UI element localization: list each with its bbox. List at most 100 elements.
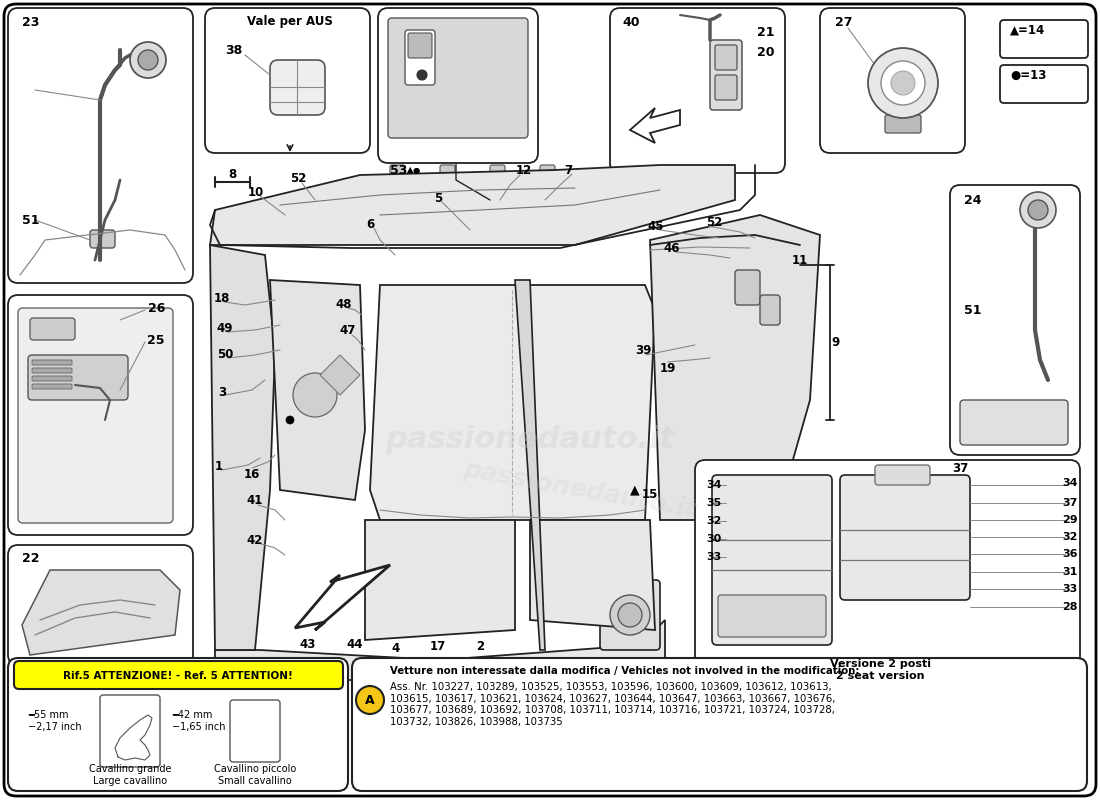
Text: Rif.5 ATTENZIONE! - Ref. 5 ATTENTION!: Rif.5 ATTENZIONE! - Ref. 5 ATTENTION! [63, 671, 293, 681]
Text: 33: 33 [706, 552, 722, 562]
FancyBboxPatch shape [14, 661, 343, 689]
FancyBboxPatch shape [735, 270, 760, 305]
Circle shape [1028, 200, 1048, 220]
Text: ━42 mm
−1,65 inch: ━42 mm −1,65 inch [172, 710, 225, 731]
FancyBboxPatch shape [32, 384, 72, 389]
Text: 33: 33 [1063, 584, 1078, 594]
Text: 23: 23 [22, 15, 40, 29]
FancyBboxPatch shape [760, 295, 780, 325]
Text: 25: 25 [147, 334, 165, 346]
Circle shape [868, 48, 938, 118]
Polygon shape [370, 285, 654, 520]
Text: 37: 37 [1063, 498, 1078, 508]
FancyBboxPatch shape [600, 580, 660, 650]
FancyBboxPatch shape [205, 8, 370, 153]
Text: 51: 51 [22, 214, 40, 226]
FancyBboxPatch shape [540, 165, 556, 180]
FancyBboxPatch shape [1000, 65, 1088, 103]
FancyBboxPatch shape [405, 30, 435, 85]
FancyBboxPatch shape [610, 8, 785, 173]
Circle shape [286, 416, 294, 424]
FancyBboxPatch shape [270, 60, 324, 115]
FancyBboxPatch shape [715, 75, 737, 100]
Text: 4: 4 [392, 642, 400, 654]
Text: 39: 39 [635, 345, 651, 358]
Text: 34: 34 [706, 480, 722, 490]
FancyBboxPatch shape [718, 595, 826, 637]
Text: 20: 20 [758, 46, 776, 58]
Text: 52: 52 [706, 215, 723, 229]
Text: 10: 10 [248, 186, 264, 198]
Text: 47: 47 [340, 325, 356, 338]
Text: 50: 50 [217, 347, 233, 361]
Text: ▲=14: ▲=14 [1010, 23, 1045, 37]
FancyBboxPatch shape [230, 700, 280, 762]
FancyBboxPatch shape [710, 40, 742, 110]
Text: 28: 28 [1063, 602, 1078, 612]
Polygon shape [515, 280, 544, 650]
Text: 21: 21 [758, 26, 776, 38]
FancyBboxPatch shape [695, 460, 1080, 688]
Text: 31: 31 [1063, 567, 1078, 577]
FancyBboxPatch shape [90, 230, 116, 248]
Text: Ass. Nr. 103227, 103289, 103525, 103553, 103596, 103600, 103609, 103612, 103613,: Ass. Nr. 103227, 103289, 103525, 103553,… [390, 682, 835, 726]
Polygon shape [22, 570, 180, 655]
Text: 5: 5 [433, 191, 442, 205]
FancyBboxPatch shape [28, 355, 128, 400]
FancyBboxPatch shape [18, 308, 173, 523]
Polygon shape [630, 108, 680, 143]
Text: 42: 42 [246, 534, 263, 546]
Text: 41: 41 [246, 494, 263, 507]
Text: 22: 22 [22, 551, 40, 565]
FancyBboxPatch shape [8, 545, 192, 665]
Text: 51: 51 [964, 303, 981, 317]
FancyBboxPatch shape [715, 45, 737, 70]
Circle shape [130, 42, 166, 78]
Text: ━55 mm
−2,17 inch: ━55 mm −2,17 inch [28, 710, 81, 731]
Text: Cavallino grande
Large cavallino: Cavallino grande Large cavallino [89, 764, 172, 786]
FancyBboxPatch shape [408, 33, 432, 58]
Text: 53: 53 [390, 163, 407, 177]
Text: 29: 29 [1063, 515, 1078, 525]
FancyBboxPatch shape [32, 360, 72, 365]
Text: 46: 46 [663, 242, 680, 254]
FancyBboxPatch shape [712, 475, 832, 645]
FancyBboxPatch shape [8, 295, 192, 535]
Text: 11: 11 [792, 254, 808, 267]
FancyBboxPatch shape [1000, 20, 1088, 58]
FancyBboxPatch shape [950, 185, 1080, 455]
Text: 9: 9 [830, 335, 839, 349]
FancyBboxPatch shape [960, 400, 1068, 445]
Text: ●: ● [412, 166, 420, 174]
Text: 52: 52 [289, 173, 306, 186]
Text: Vale per AUS: Vale per AUS [248, 15, 333, 29]
Text: 43: 43 [300, 638, 316, 651]
Circle shape [618, 603, 642, 627]
Text: 26: 26 [147, 302, 165, 314]
Text: A: A [365, 694, 375, 706]
Text: ▲: ▲ [630, 483, 640, 497]
Polygon shape [295, 565, 390, 630]
Text: 35: 35 [706, 498, 722, 508]
Text: 32: 32 [1063, 532, 1078, 542]
FancyBboxPatch shape [285, 310, 345, 350]
Polygon shape [270, 280, 365, 500]
FancyBboxPatch shape [388, 18, 528, 138]
Circle shape [417, 70, 427, 80]
Circle shape [891, 71, 915, 95]
FancyBboxPatch shape [840, 475, 970, 600]
Text: 3: 3 [218, 386, 227, 398]
FancyBboxPatch shape [32, 368, 72, 373]
FancyBboxPatch shape [378, 8, 538, 163]
Text: ●=13: ●=13 [1010, 69, 1046, 82]
FancyBboxPatch shape [30, 318, 75, 340]
Polygon shape [320, 355, 360, 395]
Text: 6: 6 [366, 218, 374, 230]
Text: 2: 2 [476, 639, 484, 653]
FancyBboxPatch shape [4, 4, 1096, 796]
FancyBboxPatch shape [8, 8, 192, 283]
Text: 40: 40 [621, 15, 639, 29]
Polygon shape [210, 245, 275, 650]
Text: 27: 27 [835, 15, 852, 29]
Polygon shape [210, 165, 735, 245]
